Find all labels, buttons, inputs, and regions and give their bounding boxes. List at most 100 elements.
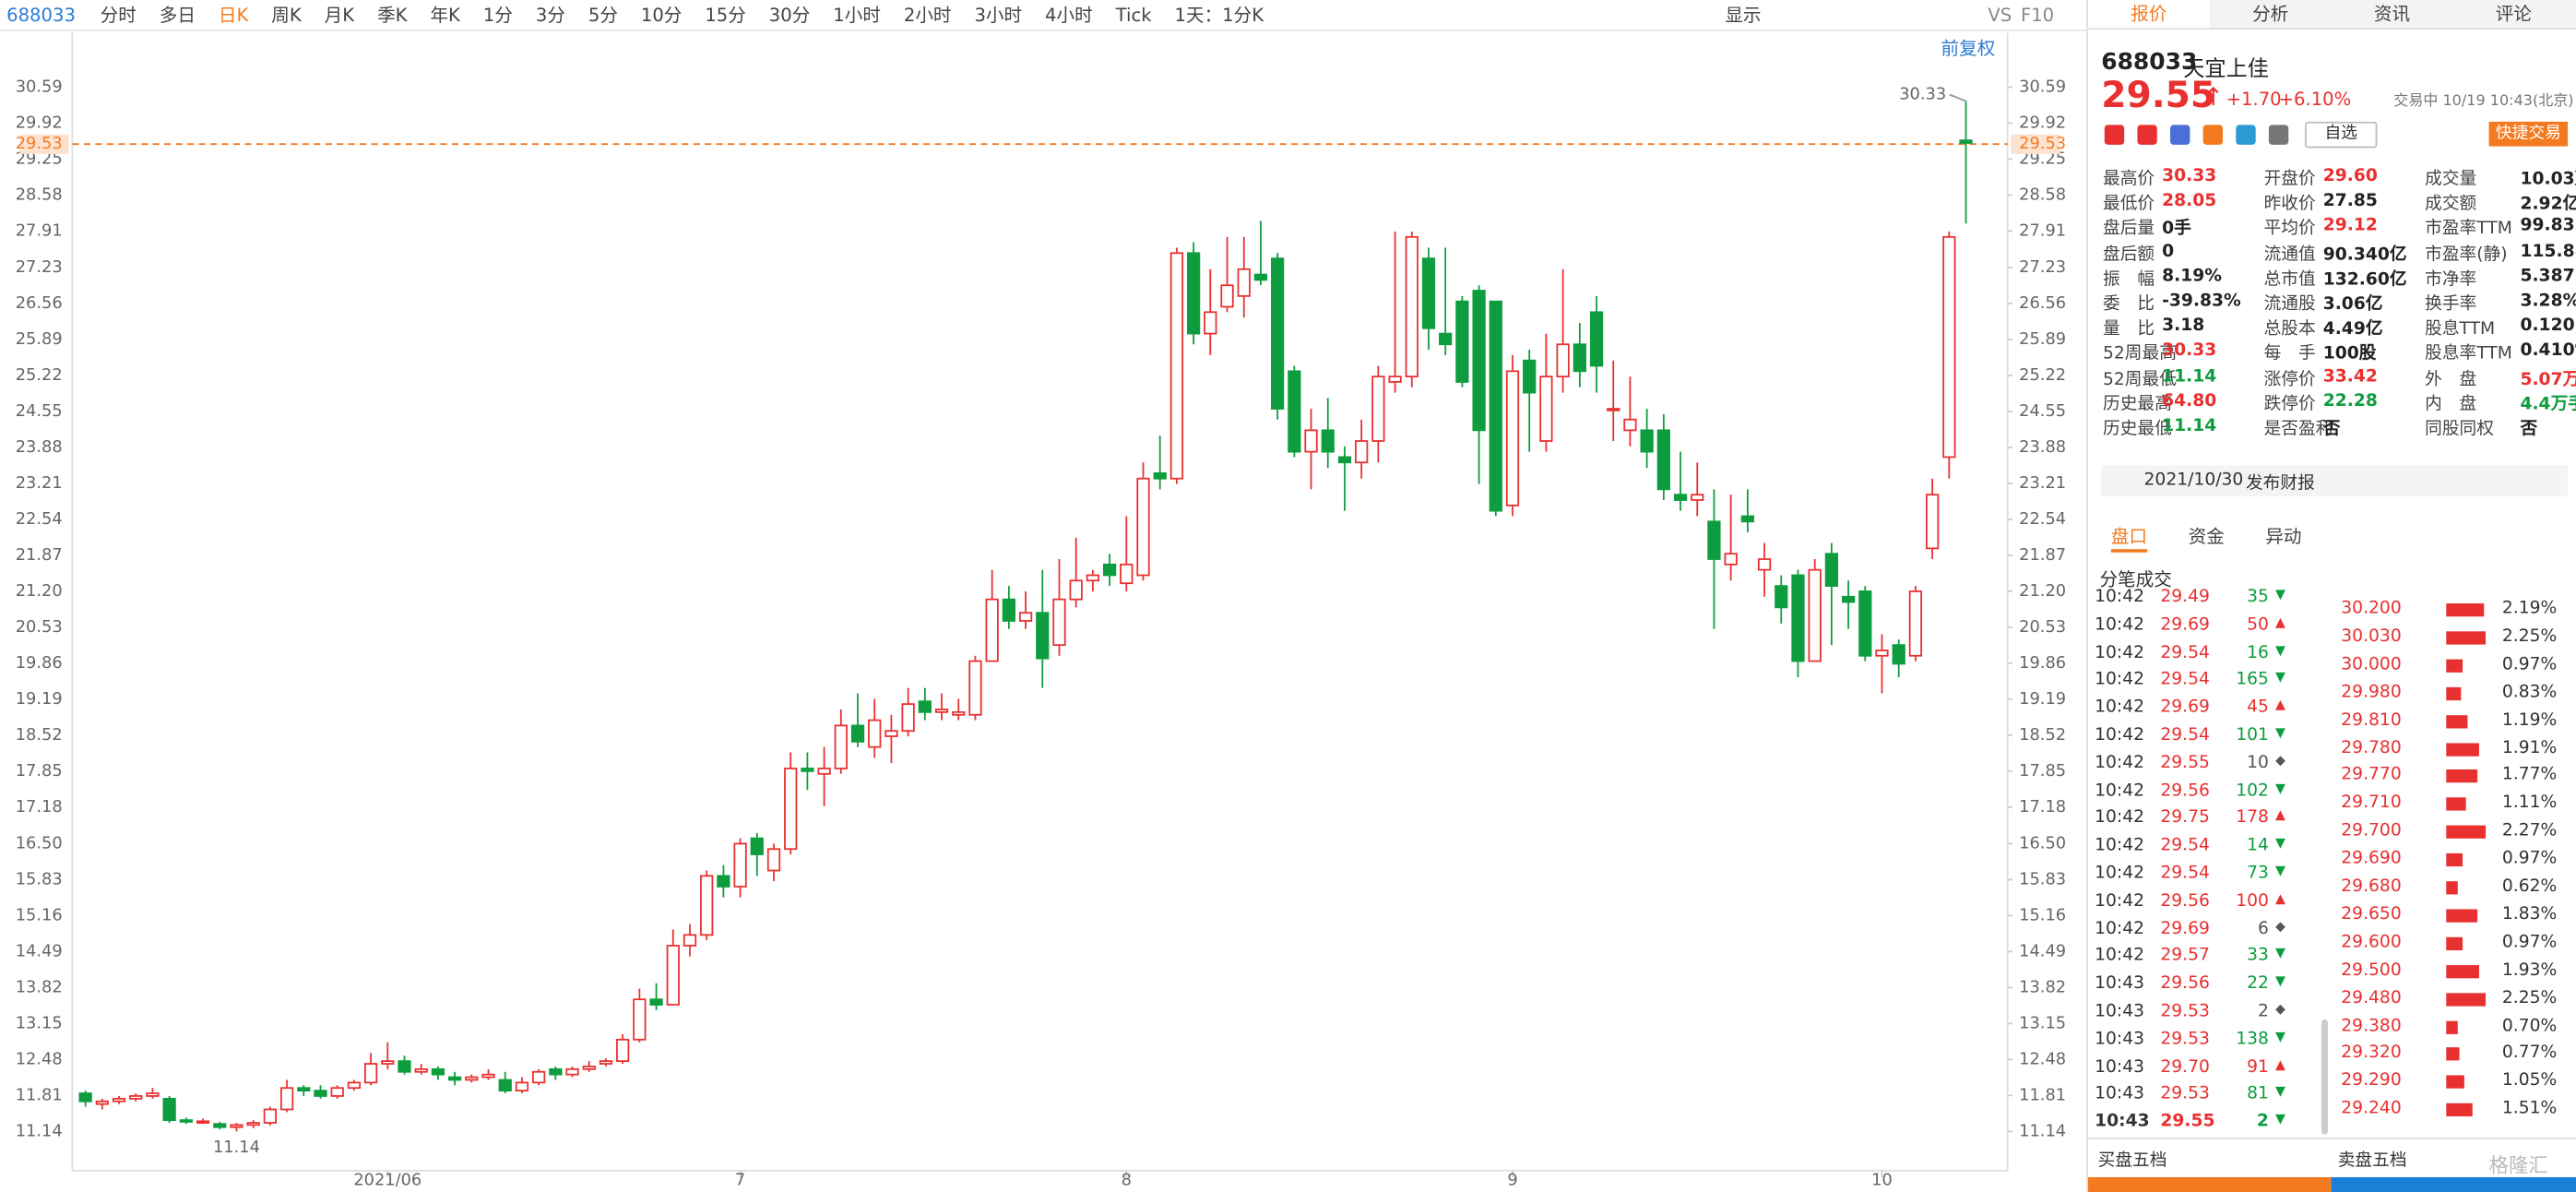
period-tab[interactable]: 季K	[377, 5, 408, 27]
tool-icon[interactable]	[2170, 125, 2190, 145]
period-tab[interactable]: 3小时	[974, 5, 1023, 27]
stock-name: 天宜上佳	[2183, 57, 2269, 83]
trade-dir: ▲	[2275, 807, 2285, 823]
y-tick-label-right: 25.89	[2019, 329, 2066, 349]
y-tick-label: 30.59	[16, 77, 63, 96]
period-tab[interactable]: 多日	[159, 5, 196, 27]
f10-button[interactable]: F10	[2020, 4, 2055, 26]
level-price: 30.030	[2341, 626, 2402, 647]
candle-body	[549, 1067, 563, 1076]
trade-dir: ▼	[2275, 724, 2285, 740]
level-bar	[2446, 964, 2480, 978]
candle-body	[465, 1076, 479, 1081]
trade-button[interactable]: 快捷交易	[2488, 121, 2569, 147]
candle-body	[196, 1120, 210, 1124]
y-tick-label-right: 14.49	[2019, 941, 2066, 960]
period-tab[interactable]: 分时	[100, 5, 137, 27]
level-bar	[2446, 909, 2478, 923]
tool-icon[interactable]	[2104, 125, 2125, 145]
price-arrow: ↑	[2202, 82, 2225, 113]
trade-dir: ▼	[2275, 642, 2285, 658]
period-tab[interactable]: 1小时	[833, 5, 881, 27]
tool-icon[interactable]	[2268, 125, 2289, 145]
candle-body	[1421, 257, 1436, 329]
min-annotation: 11.14	[213, 1138, 260, 1157]
stat-value: 2.92亿	[2520, 194, 2576, 215]
candle-body	[1623, 418, 1637, 432]
stat-value: 33.42	[2322, 365, 2378, 387]
level-pct: 1.83%	[2501, 903, 2558, 924]
period-tab[interactable]: 1分	[482, 5, 513, 27]
period-tab[interactable]: 30分	[768, 5, 811, 27]
candle-body	[532, 1070, 546, 1084]
stat-value: 99.83	[2520, 216, 2575, 236]
y-tick-label: 17.85	[16, 761, 63, 781]
stat-value: 64.80	[2162, 390, 2217, 411]
period-tab[interactable]: 5分	[588, 5, 618, 27]
stat-value: -39.83%	[2162, 291, 2241, 311]
period-tab[interactable]: 周K	[271, 5, 302, 27]
period-tab[interactable]: 10分	[640, 5, 683, 27]
trade-price: 29.57	[2160, 946, 2210, 966]
panel-tab[interactable]: 报价	[2087, 0, 2210, 29]
trade-time: 10:42	[2095, 614, 2145, 635]
stat-value: 30.33	[2162, 340, 2217, 361]
tool-icon[interactable]	[2202, 125, 2224, 145]
candle-body	[565, 1067, 579, 1076]
candle-body	[683, 934, 697, 947]
candle-body	[1237, 268, 1251, 297]
trade-time: 10:42	[2095, 918, 2145, 938]
trade-time: 10:42	[2095, 890, 2145, 911]
period-tab[interactable]: 月K	[324, 5, 355, 27]
candle-body	[230, 1124, 243, 1128]
period-tab[interactable]: 1天：1分K	[1174, 5, 1264, 27]
trade-volume: 2	[2257, 1001, 2269, 1021]
candle-body	[263, 1108, 277, 1124]
tool-icon[interactable]	[2236, 125, 2256, 145]
candle-body	[95, 1100, 109, 1105]
y-tick-label-right: 27.23	[2019, 257, 2066, 277]
y-tick-label-right: 23.88	[2019, 437, 2066, 457]
stat-label: 平均价	[2263, 219, 2316, 240]
trade-price: 29.56	[2160, 780, 2210, 801]
period-tab[interactable]: 日K	[218, 5, 249, 27]
display-button[interactable]: 显示	[1725, 5, 1762, 27]
level-bar	[2446, 992, 2486, 1006]
panel-tab[interactable]: 评论	[2495, 3, 2532, 25]
y-tick-label-right: 13.82	[2019, 977, 2066, 996]
period-tab[interactable]: 4小时	[1045, 5, 1093, 27]
candle-body	[868, 719, 882, 748]
watch-button[interactable]: 自选	[2305, 121, 2378, 149]
period-tab[interactable]: 2小时	[903, 5, 952, 27]
trade-dir: ◆	[2275, 918, 2285, 934]
stat-label: 流通股	[2263, 293, 2316, 315]
sub-tab[interactable]: 异动	[2265, 526, 2302, 548]
period-tab[interactable]: 年K	[430, 5, 460, 27]
trade-volume: 165	[2236, 669, 2269, 690]
tool-icon[interactable]	[2137, 125, 2157, 145]
candle-body	[1439, 332, 1453, 346]
level-bar	[2446, 936, 2463, 950]
stat-label: 历史最高	[2103, 394, 2172, 414]
period-tab[interactable]: Tick	[1115, 4, 1152, 26]
period-tab[interactable]: 3分	[535, 5, 565, 27]
candle-body	[901, 703, 915, 733]
y-tick-label: 14.49	[16, 941, 63, 960]
candle-body	[616, 1038, 630, 1063]
stock-code[interactable]: 688033	[6, 4, 76, 26]
period-tab[interactable]: 15分	[705, 5, 746, 27]
sub-tab[interactable]: 资金	[2188, 526, 2225, 548]
panel-tab[interactable]: 资讯	[2373, 3, 2411, 25]
stat-label: 开盘价	[2263, 169, 2316, 189]
trades-title: 分笔成交	[2099, 568, 2172, 590]
candle-body	[700, 875, 714, 936]
vs-button[interactable]: VS	[1988, 4, 2012, 26]
y-tick-label-right: 12.48	[2019, 1049, 2066, 1068]
level-pct: 0.83%	[2501, 682, 2558, 702]
panel-tab[interactable]: 分析	[2252, 3, 2289, 25]
trade-price: 29.55	[2160, 752, 2210, 773]
y-tick-label: 23.88	[16, 437, 63, 457]
trade-volume: 33	[2247, 946, 2269, 966]
sub-tab[interactable]: 盘口	[2110, 526, 2148, 548]
trade-time: 10:42	[2095, 642, 2145, 662]
